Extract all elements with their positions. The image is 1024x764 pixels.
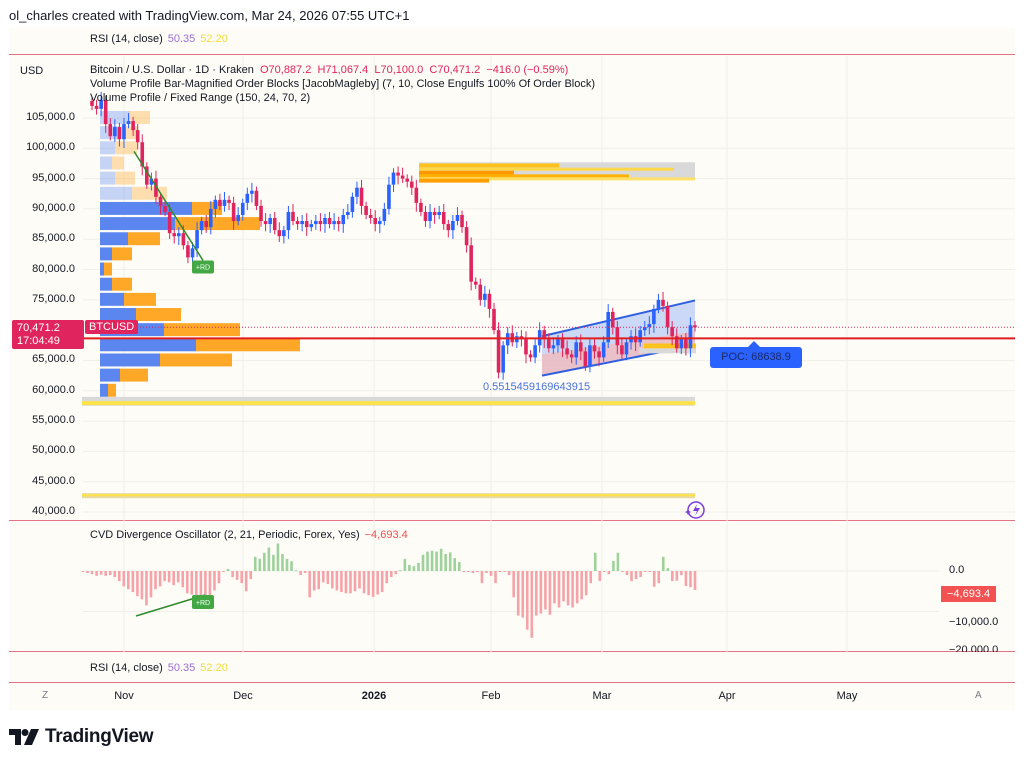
time-axis-label: May <box>836 690 858 702</box>
ohlc-high: H71,067.4 <box>317 64 369 76</box>
symbol-legend-row[interactable]: Bitcoin / U.S. Dollar · 1D · Kraken O70,… <box>90 63 595 77</box>
price-axis-label: 80,000.0 <box>32 262 75 275</box>
time-axis[interactable]: Z Nov Dec 2026 Feb Mar Apr May A <box>9 684 1015 710</box>
price-axis-label: 65,000.0 <box>32 353 75 366</box>
cvd-axis-10000: −10,000.0 <box>949 616 999 628</box>
symbol-name: Bitcoin / U.S. Dollar · 1D · Kraken <box>90 64 254 76</box>
symbol-tag: BTCUSD <box>85 320 139 334</box>
cvd-pane[interactable]: +RD CVD Divergence Oscillator (2, 21, Pe… <box>9 522 1015 652</box>
price-axis-label: 90,000.0 <box>32 201 75 214</box>
chart-legend[interactable]: Bitcoin / U.S. Dollar · 1D · Kraken O70,… <box>90 63 595 105</box>
channel-ratio-label: 0.5515459169643915 <box>483 381 591 393</box>
cvd-axis-20000: −20,000.0 <box>949 644 999 652</box>
price-axis-label: 60,000.0 <box>32 383 75 396</box>
price-axis-label: 50,000.0 <box>32 444 75 457</box>
price-axis-label: 55,000.0 <box>32 414 75 427</box>
currency-label[interactable]: USD <box>20 65 44 77</box>
rsi-title-bottom: RSI (14, close) <box>90 662 163 674</box>
poc-label: POC: 68638.9 <box>710 341 802 368</box>
chart-credit: ol_charles created with TradingView.com,… <box>9 8 410 23</box>
ohlc-change: −416.0 (−0.59%) <box>486 64 569 76</box>
price-axis-label: 105,000.0 <box>26 111 75 123</box>
rsi-legend[interactable]: RSI (14, close) 50.35 52.20 <box>90 33 228 45</box>
price-axis-label: 40,000.0 <box>32 505 75 517</box>
time-axis-label: Nov <box>114 690 134 702</box>
ohlc-close: C70,471.2 <box>429 64 481 76</box>
chart-frame: RSI (14, close) 50.35 52.20 +RD USD Bitcoi… <box>9 28 1015 710</box>
rsi-pane-top: RSI (14, close) 50.35 52.20 <box>9 28 1015 55</box>
time-axis-label: Apr <box>718 690 736 702</box>
cvd-value: −4,693.4 <box>364 529 408 541</box>
last-price: 70,471.2 <box>17 322 60 334</box>
price-chart-canvas[interactable]: +RD <box>9 56 1015 521</box>
cvd-value-tag: −4,693.4 <box>941 586 997 602</box>
svg-text:+RD: +RD <box>196 600 210 607</box>
rsi-pane-bottom[interactable]: RSI (14, close) 50.35 52.20 <box>9 653 1015 683</box>
cvd-legend[interactable]: CVD Divergence Oscillator (2, 21, Period… <box>90 529 408 541</box>
auto-scale-button[interactable]: A <box>975 690 982 701</box>
ohlc-open: O70,887.2 <box>259 64 312 76</box>
ohlc-low: L70,100.0 <box>374 64 424 76</box>
time-axis-label: Feb <box>481 690 501 702</box>
alert-lightning-icon[interactable] <box>685 501 705 519</box>
price-axis-label: 100,000.0 <box>26 141 75 154</box>
cvd-axis-0: 0.0 <box>949 564 965 576</box>
last-price-tag: 70,471.2 17:04:49 <box>12 320 84 349</box>
price-pane[interactable]: +RD USD Bitcoin / U.S. Dollar · 1D · Kra… <box>9 56 1015 521</box>
tradingview-wordmark: TradingView <box>45 726 154 747</box>
rsi-ma-value-bottom: 52.20 <box>200 662 228 674</box>
rsi-value: 50.35 <box>167 33 196 45</box>
time-axis-label: Dec <box>233 690 253 702</box>
rsi-title: RSI (14, close) <box>90 33 163 45</box>
price-axis-label: 85,000.0 <box>32 232 75 245</box>
indicator-legend-order-blocks[interactable]: Volume Profile Bar-Magnified Order Block… <box>90 78 596 90</box>
tradingview-logo-icon <box>9 729 39 745</box>
cvd-histogram-canvas[interactable]: +RD <box>9 522 1015 652</box>
price-axis-label: 45,000.0 <box>32 474 75 487</box>
bar-countdown: 17:04:49 <box>17 335 60 347</box>
indicator-legend-volume-profile[interactable]: Volume Profile / Fixed Range (150, 24, 7… <box>90 92 311 104</box>
price-axis-label: 75,000.0 <box>32 292 75 305</box>
zoom-reset-button[interactable]: Z <box>42 690 49 701</box>
time-axis-label: Mar <box>592 690 612 702</box>
tradingview-logo[interactable]: TradingView <box>9 726 154 748</box>
svg-text:+RD: +RD <box>196 264 210 271</box>
rsi-ma-value: 52.20 <box>200 33 228 45</box>
cvd-title: CVD Divergence Oscillator (2, 21, Period… <box>90 529 360 541</box>
time-axis-label: 2026 <box>361 690 387 702</box>
price-axis-label: 95,000.0 <box>32 171 75 184</box>
rsi-value-bottom: 50.35 <box>167 662 196 674</box>
rsi-legend-bottom[interactable]: RSI (14, close) 50.35 52.20 <box>90 662 228 674</box>
